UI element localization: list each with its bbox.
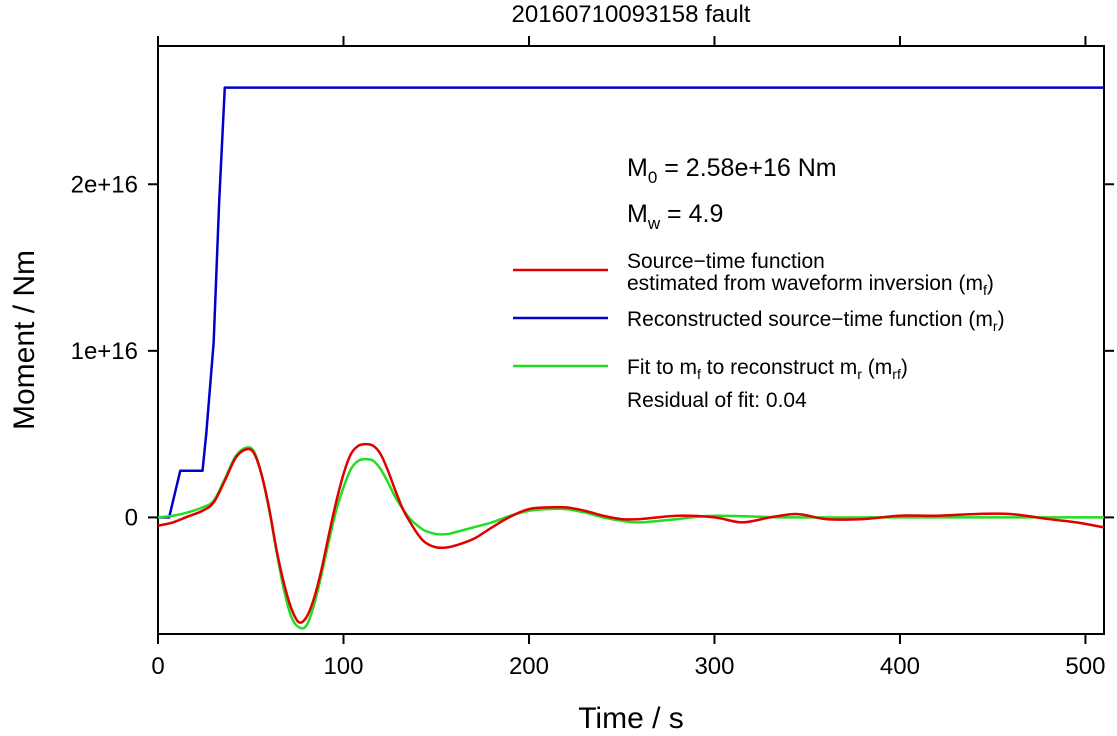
y-axis: 0 1e+16 2e+16 <box>71 171 1114 531</box>
x-axis-label: Time / s <box>578 702 684 735</box>
x-tick-label-400: 400 <box>880 653 920 680</box>
y-tick-label-0: 0 <box>125 504 138 531</box>
m0-annotation: M0 = 2.58e+16 Nm <box>627 154 837 187</box>
x-tick-label-500: 500 <box>1065 653 1105 680</box>
mw-annotation: Mw = 4.9 <box>627 200 723 233</box>
x-tick-label-300: 300 <box>694 653 734 680</box>
series-line-mr <box>158 86 1104 519</box>
legend-label-mf-line1: Source−time function <box>627 250 825 273</box>
legend-label-mr: Reconstructed source−time function (mr) <box>627 308 1005 334</box>
x-tick-label-0: 0 <box>151 653 164 680</box>
x-tick-label-100: 100 <box>323 653 363 680</box>
residual-annotation: Residual of fit: 0.04 <box>627 389 807 412</box>
legend-label-mf-line2: estimated from waveform inversion (mf) <box>627 272 994 298</box>
x-axis: 0 100 200 300 400 500 <box>151 36 1105 680</box>
legend-label-mrf: Fit to mf to reconstruct mr (mrf) <box>627 356 908 382</box>
chart-title: 20160710093158 fault <box>512 1 751 28</box>
y-tick-label-2: 2e+16 <box>71 171 138 198</box>
y-tick-label-1: 1e+16 <box>71 338 138 365</box>
series-layer <box>157 86 1105 630</box>
legend: Source−time function estimated from wave… <box>513 250 1005 412</box>
series-line-mrf <box>157 446 1104 630</box>
plot-frame <box>157 45 1105 635</box>
x-tick-label-200: 200 <box>509 653 549 680</box>
y-axis-label: Moment / Nm <box>8 250 41 430</box>
series-line-mf <box>157 442 1105 624</box>
